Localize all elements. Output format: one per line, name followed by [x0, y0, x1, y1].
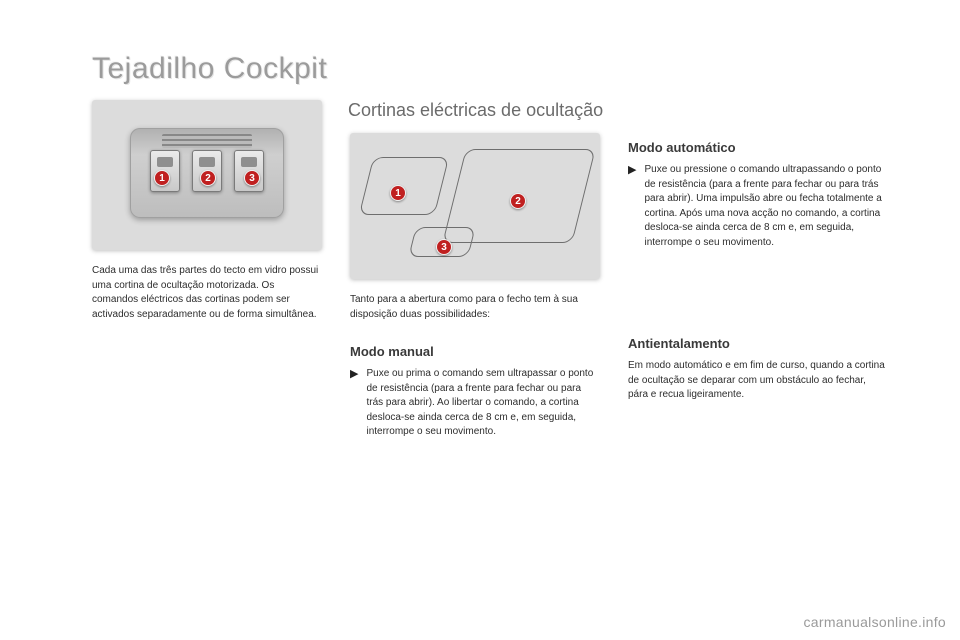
callout-marker: 1: [390, 185, 406, 201]
figure2-caption: Tanto para a abertura como para o fecho …: [350, 293, 600, 322]
mode-manual-heading: Modo manual: [350, 344, 600, 359]
mode-auto-heading: Modo automático: [628, 140, 888, 155]
callout-marker: 3: [244, 170, 260, 186]
figure1-caption: Cada uma das três partes do tecto em vid…: [92, 264, 322, 322]
watermark: carmanualsonline.info: [804, 614, 947, 630]
glass-pane: [359, 157, 449, 215]
bullet-icon: ▶: [350, 367, 358, 440]
callout-marker: 3: [436, 239, 452, 255]
callout-marker: 2: [510, 193, 526, 209]
antipinch-text: Em modo automático e em fim de curso, qu…: [628, 359, 888, 403]
column-left: 1 2 3 Cada uma das três partes do tecto em…: [92, 100, 322, 440]
column-right: Modo automático ▶ Puxe ou pressione o co…: [628, 100, 888, 440]
columns: 1 2 3 Cada uma das três partes do tecto em…: [92, 100, 906, 440]
callout-marker: 2: [200, 170, 216, 186]
mode-auto-bullet: ▶ Puxe ou pressione o comando ultrapassa…: [628, 163, 888, 250]
vent-strip: [162, 134, 252, 148]
bullet-icon: ▶: [628, 163, 636, 250]
figure-overhead-console: 1 2 3: [92, 100, 322, 250]
mode-manual-text: Puxe ou prima o comando sem ultrapassar …: [366, 367, 600, 440]
column-mid: Cortinas eléctricas de ocultação 123 Tan…: [350, 100, 600, 440]
callout-marker: 1: [154, 170, 170, 186]
antipinch-heading: Antientalamento: [628, 336, 888, 351]
mode-auto-text: Puxe ou pressione o comando ultrapassand…: [644, 163, 888, 250]
mode-manual-bullet: ▶ Puxe ou prima o comando sem ultrapassa…: [350, 367, 600, 440]
figure-glass-roof: 1 2 3: [350, 133, 600, 279]
manual-page: Tejadilho Cockpit 1 2 3 Cada uma das três …: [0, 0, 960, 640]
page-title: Tejadilho Cockpit: [92, 52, 906, 86]
